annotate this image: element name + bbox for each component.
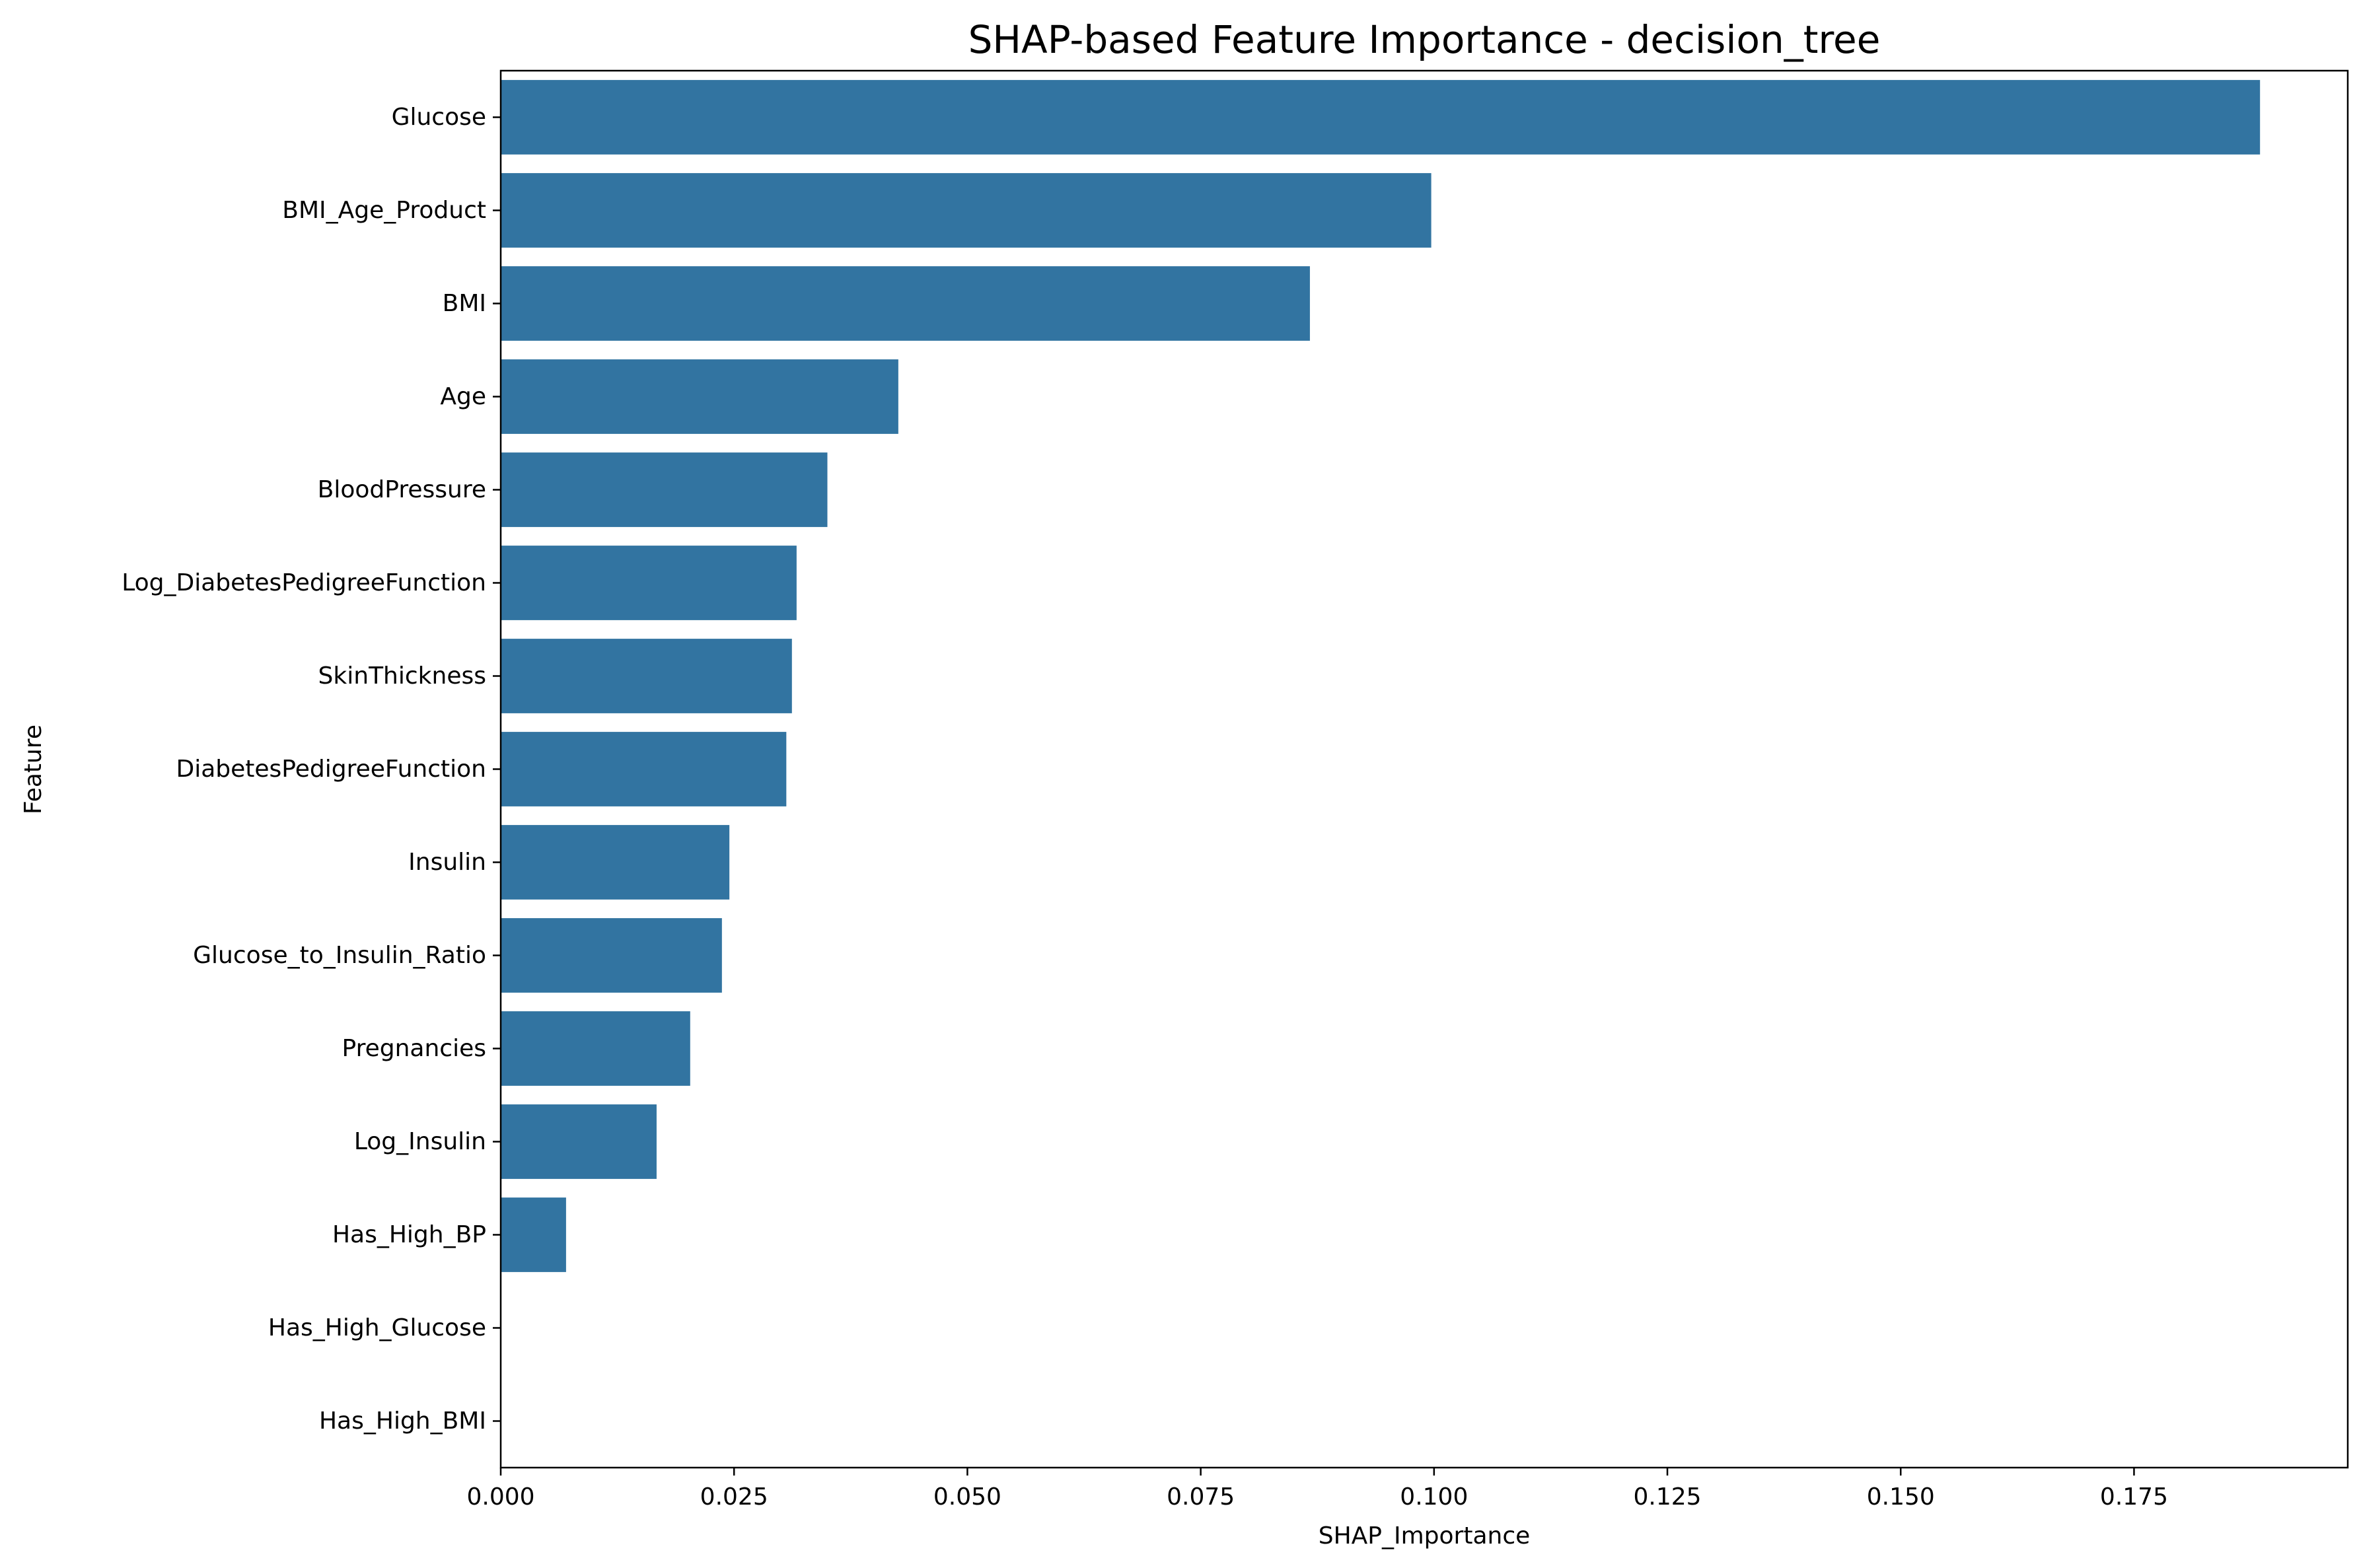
- x-tick-label: 0.025: [700, 1483, 768, 1511]
- y-tick-label: BMI: [443, 290, 486, 317]
- bar-log-diabetespedigreefunction: [501, 546, 797, 620]
- bar-insulin: [501, 825, 730, 900]
- x-tick-label: 0.175: [2100, 1483, 2168, 1511]
- y-axis-label: Feature: [20, 725, 47, 814]
- y-tick-label: Glucose: [392, 104, 486, 131]
- y-tick-label: Log_Insulin: [354, 1128, 486, 1155]
- y-tick-label: DiabetesPedigreeFunction: [176, 756, 486, 783]
- x-tick-label: 0.075: [1167, 1483, 1235, 1511]
- y-tick-label: BloodPressure: [318, 476, 486, 503]
- x-axis-label: SHAP_Importance: [1319, 1522, 1531, 1550]
- x-axis: 0.000 0.025 0.050 0.075 0.100 0.125 0.150 0.175: [466, 1468, 2168, 1511]
- bar-bmi-age-product: [501, 173, 1432, 248]
- y-axis: Glucose BMI_Age_Product BMI Age BloodPressur…: [122, 104, 501, 1435]
- y-tick-label: Has_High_Glucose: [268, 1314, 486, 1341]
- chart-title: SHAP-based Feature Importance - decision…: [968, 17, 1881, 62]
- y-tick-label: Has_High_BMI: [319, 1408, 486, 1435]
- y-tick-label: Pregnancies: [342, 1035, 486, 1062]
- x-tick-label: 0.000: [466, 1483, 534, 1511]
- plot-frame: [499, 69, 2349, 1469]
- y-tick-label: BMI_Age_Product: [282, 197, 486, 224]
- bar-age: [501, 359, 898, 434]
- bar-diabetespedigreefunction: [501, 732, 787, 806]
- bar-skinthickness: [501, 639, 792, 713]
- y-tick-label: Insulin: [408, 849, 486, 876]
- x-tick-label: 0.100: [1400, 1483, 1468, 1511]
- bar-pregnancies: [501, 1011, 690, 1086]
- x-tick-label: 0.125: [1634, 1483, 1702, 1511]
- y-tick-label: Log_DiabetesPedigreeFunction: [122, 569, 486, 596]
- x-tick-label: 0.050: [933, 1483, 1001, 1511]
- bar-log-insulin: [501, 1104, 657, 1179]
- bar-bloodpressure: [501, 452, 828, 527]
- x-tick-label: 0.150: [1867, 1483, 1935, 1511]
- bar-glucose-to-insulin-ratio: [501, 918, 722, 993]
- bar-has-high-bp: [501, 1197, 566, 1272]
- bar-glucose: [501, 80, 2261, 155]
- y-tick-label: SkinThickness: [318, 662, 486, 690]
- y-tick-label: Glucose_to_Insulin_Ratio: [193, 942, 486, 969]
- bars-layer: [501, 80, 2261, 1272]
- y-tick-label: Age: [440, 383, 486, 410]
- bar-bmi: [501, 266, 1310, 341]
- y-tick-label: Has_High_BP: [332, 1221, 486, 1248]
